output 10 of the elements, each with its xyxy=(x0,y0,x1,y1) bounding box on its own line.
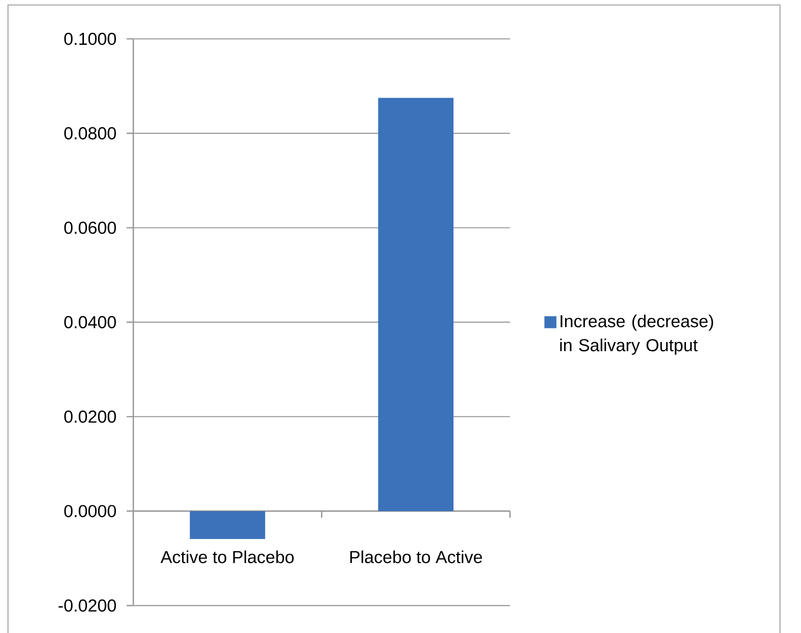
y-tick-label: -0.0200 xyxy=(58,599,116,612)
y-tick-label: 0.1000 xyxy=(64,32,116,45)
x-tick-label: Placebo to Active xyxy=(350,550,482,564)
y-tick-label: 0.0800 xyxy=(64,127,116,140)
y-tick-label: 0.0600 xyxy=(64,222,116,234)
x-tick-label: Active to Placebo xyxy=(160,550,294,564)
y-tick-label: 0.0000 xyxy=(64,504,116,518)
y-tick-label: 0.0400 xyxy=(64,316,116,328)
y-tick-label: 0.0200 xyxy=(64,410,116,423)
legend-label: Increase (decrease) in Salivary Output xyxy=(560,314,714,355)
